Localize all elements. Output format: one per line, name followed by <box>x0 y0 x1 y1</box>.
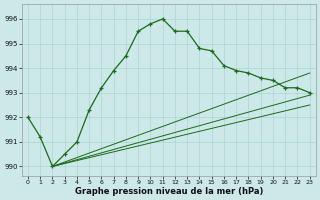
X-axis label: Graphe pression niveau de la mer (hPa): Graphe pression niveau de la mer (hPa) <box>75 187 263 196</box>
